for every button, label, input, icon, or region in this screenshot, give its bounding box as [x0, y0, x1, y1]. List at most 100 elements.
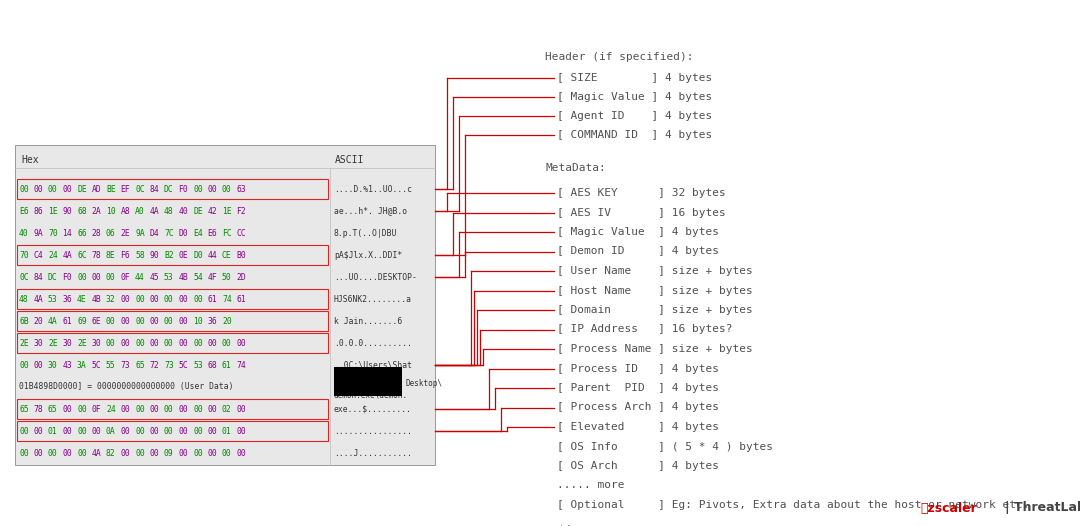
Text: DE: DE — [193, 207, 203, 216]
Text: 00: 00 — [164, 295, 174, 304]
Text: 30: 30 — [33, 339, 43, 348]
Text: 32: 32 — [106, 295, 116, 304]
Text: F6: F6 — [121, 250, 131, 259]
Text: 0C: 0C — [135, 185, 145, 194]
Text: CC: CC — [237, 228, 246, 238]
Text: 00: 00 — [63, 427, 72, 436]
Text: 53: 53 — [48, 295, 57, 304]
Text: 42: 42 — [207, 207, 217, 216]
Text: 00: 00 — [193, 339, 203, 348]
Text: 00: 00 — [149, 339, 159, 348]
Text: 2E: 2E — [121, 228, 131, 238]
Text: 55: 55 — [106, 360, 116, 369]
Text: AD: AD — [92, 185, 102, 194]
Text: 00: 00 — [149, 404, 159, 413]
Text: D0: D0 — [193, 250, 203, 259]
Text: 24: 24 — [106, 404, 116, 413]
Text: 00: 00 — [207, 427, 217, 436]
Text: 9A: 9A — [33, 228, 43, 238]
Text: ...UO....DESKTOP-: ...UO....DESKTOP- — [334, 272, 417, 281]
Text: 43: 43 — [63, 360, 72, 369]
Text: D4: D4 — [149, 228, 159, 238]
Text: 00: 00 — [222, 185, 232, 194]
Text: 00: 00 — [33, 449, 43, 458]
Text: [ Magic Value  ] 4 bytes: [ Magic Value ] 4 bytes — [557, 227, 719, 237]
Text: 84: 84 — [149, 185, 159, 194]
Text: 00: 00 — [193, 427, 203, 436]
Text: 4A: 4A — [33, 295, 43, 304]
Text: 65: 65 — [135, 360, 145, 369]
Text: 2A: 2A — [92, 207, 102, 216]
Text: 00: 00 — [19, 360, 29, 369]
Text: Desktop\: Desktop\ — [406, 379, 443, 389]
Text: 00: 00 — [237, 449, 246, 458]
Text: 53: 53 — [164, 272, 174, 281]
Text: 00: 00 — [19, 427, 29, 436]
Text: [ Optional     ] Eg: Pivots, Extra data about the host or network etc.: [ Optional ] Eg: Pivots, Extra data abou… — [557, 500, 1029, 510]
Text: F2: F2 — [237, 207, 246, 216]
Text: 00: 00 — [121, 427, 131, 436]
Text: 00: 00 — [193, 449, 203, 458]
Text: [ Agent ID    ] 4 bytes: [ Agent ID ] 4 bytes — [557, 111, 712, 121]
Text: Header (if specified):: Header (if specified): — [545, 52, 693, 62]
Text: 48: 48 — [19, 295, 29, 304]
Text: 02: 02 — [222, 404, 232, 413]
Text: 0F: 0F — [92, 404, 102, 413]
Text: 00: 00 — [77, 427, 86, 436]
Text: DC: DC — [164, 185, 174, 194]
Text: .0.0.0..........: .0.0.0.......... — [334, 339, 411, 348]
Text: B0: B0 — [237, 250, 246, 259]
Text: [ OS Arch      ] 4 bytes: [ OS Arch ] 4 bytes — [557, 461, 719, 471]
Text: 00: 00 — [149, 317, 159, 326]
Text: 2D: 2D — [237, 272, 246, 281]
Text: 44: 44 — [207, 250, 217, 259]
Text: 2E: 2E — [48, 339, 57, 348]
Bar — [17, 333, 328, 353]
Text: 00: 00 — [106, 339, 116, 348]
Text: [ SIZE        ] 4 bytes: [ SIZE ] 4 bytes — [557, 73, 712, 83]
Text: 00: 00 — [149, 295, 159, 304]
Text: 00: 00 — [92, 272, 102, 281]
Text: [ AES KEY      ] 32 bytes: [ AES KEY ] 32 bytes — [557, 188, 726, 198]
Text: 30: 30 — [48, 360, 57, 369]
Text: 61: 61 — [222, 360, 232, 369]
Text: 10: 10 — [193, 317, 203, 326]
Text: 28: 28 — [92, 228, 102, 238]
Text: 00: 00 — [178, 427, 188, 436]
Text: 00: 00 — [222, 339, 232, 348]
Text: ASCII: ASCII — [335, 155, 364, 165]
Text: E6: E6 — [19, 207, 29, 216]
Text: CE: CE — [222, 250, 232, 259]
Text: pA$Jlx.X..DDI*: pA$Jlx.X..DDI* — [334, 250, 402, 259]
Text: 61: 61 — [237, 295, 246, 304]
Text: 00: 00 — [207, 449, 217, 458]
Text: 00: 00 — [193, 404, 203, 413]
Text: 00: 00 — [77, 272, 86, 281]
Text: 00: 00 — [237, 339, 246, 348]
Bar — [17, 399, 328, 419]
Text: BE: BE — [106, 185, 116, 194]
Text: ae...h*. JH@B.o: ae...h*. JH@B.o — [334, 207, 407, 216]
Text: 48: 48 — [164, 207, 174, 216]
Text: 01: 01 — [48, 427, 57, 436]
Text: 00: 00 — [164, 317, 174, 326]
Text: 20: 20 — [222, 317, 232, 326]
Text: 5C: 5C — [178, 360, 188, 369]
Text: EF: EF — [121, 185, 131, 194]
Text: demon.exe\demon.: demon.exe\demon. — [334, 390, 408, 400]
Text: D0: D0 — [178, 228, 188, 238]
Text: 1E: 1E — [222, 207, 232, 216]
Text: 00: 00 — [33, 360, 43, 369]
Text: 00: 00 — [63, 185, 72, 194]
Text: [ AES IV       ] 16 bytes: [ AES IV ] 16 bytes — [557, 207, 726, 217]
Text: 00: 00 — [149, 427, 159, 436]
Text: 36: 36 — [207, 317, 217, 326]
Text: A8: A8 — [121, 207, 131, 216]
Text: 00: 00 — [193, 185, 203, 194]
Text: 69: 69 — [77, 317, 86, 326]
Text: 61: 61 — [207, 295, 217, 304]
Bar — [15, 145, 435, 465]
Bar — [17, 179, 328, 199]
Text: [ Process ID   ] 4 bytes: [ Process ID ] 4 bytes — [557, 363, 719, 373]
Text: 00: 00 — [149, 449, 159, 458]
